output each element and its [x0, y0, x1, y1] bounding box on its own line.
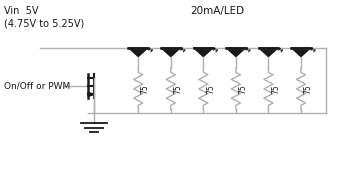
Polygon shape: [194, 48, 213, 57]
Polygon shape: [161, 48, 181, 57]
Text: 75: 75: [173, 84, 182, 94]
Text: 75: 75: [238, 84, 247, 94]
Text: 75: 75: [141, 84, 150, 94]
Text: Vin  5V
(4.75V to 5.25V): Vin 5V (4.75V to 5.25V): [4, 6, 84, 28]
Text: 75: 75: [271, 84, 280, 94]
Text: On/Off or PWM: On/Off or PWM: [4, 82, 70, 91]
Polygon shape: [88, 93, 95, 96]
Polygon shape: [128, 48, 148, 57]
Text: 75: 75: [206, 84, 215, 94]
Polygon shape: [291, 48, 311, 57]
Text: 20mA/LED: 20mA/LED: [190, 6, 244, 16]
Text: 75: 75: [303, 84, 313, 94]
Polygon shape: [259, 48, 278, 57]
Polygon shape: [226, 48, 246, 57]
